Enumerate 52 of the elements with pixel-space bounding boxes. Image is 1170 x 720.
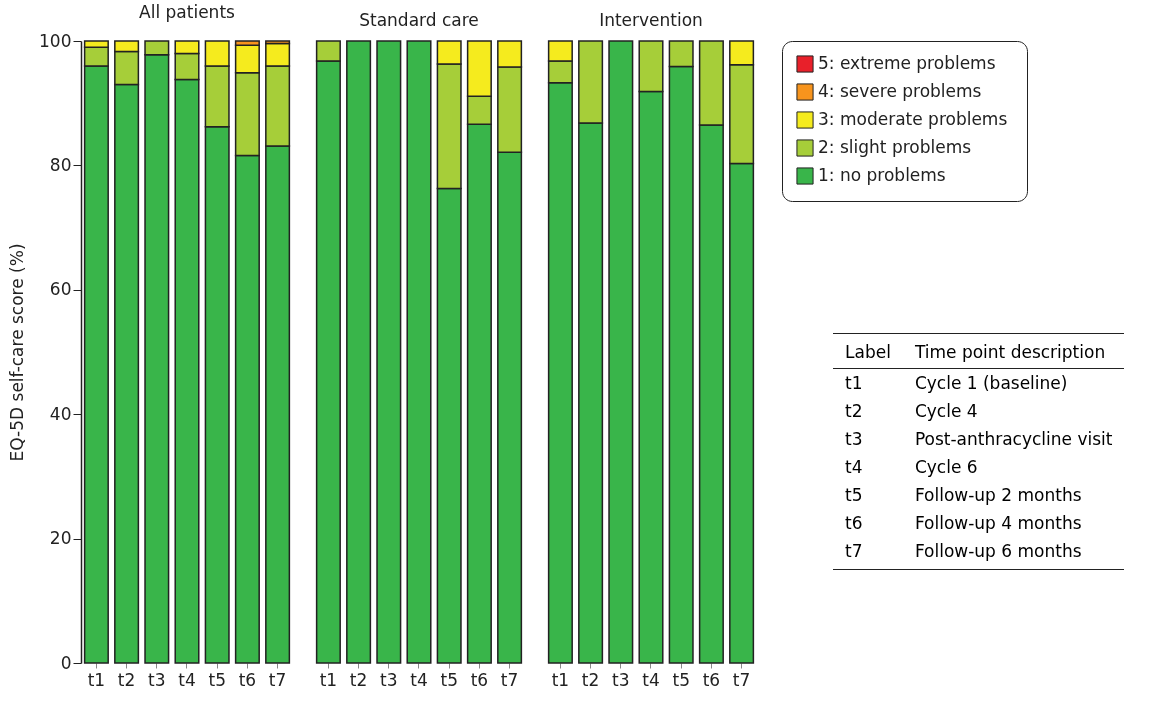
- x-tick-label: t3: [148, 669, 166, 690]
- y-tick-label: 40: [49, 403, 72, 424]
- x-tick-label: t2: [349, 669, 368, 690]
- y-tick-label: 80: [49, 154, 72, 175]
- text: t6: [844, 512, 864, 535]
- text: Follow-up 4 months: [913, 512, 1083, 535]
- x-tick-label: t1: [551, 669, 570, 690]
- x-tick-label: t4: [178, 669, 196, 690]
- chart-title: All patients: [139, 2, 236, 22]
- legend-label: 2: slight problems: [818, 137, 972, 157]
- x-tick-label: t7: [500, 669, 519, 690]
- legend-label: 5: extreme problems: [818, 53, 996, 73]
- x-tick-label: t3: [380, 669, 398, 690]
- x-tick-label: t7: [268, 669, 287, 690]
- text: Follow-up 6 months: [902, 537, 1125, 570]
- text: Post-anthracycline visit: [913, 428, 1114, 451]
- chart-title: Intervention: [599, 10, 703, 31]
- text: t1: [844, 372, 864, 395]
- x-tick-label: t4: [410, 669, 428, 690]
- x-tick-label: t5: [672, 669, 690, 690]
- x-tick-label: t4: [642, 669, 660, 690]
- text: Cycle 6: [913, 456, 979, 479]
- text: t5: [844, 484, 864, 507]
- text: Time point description: [902, 333, 1125, 369]
- legend-label: 1: no problems: [818, 165, 946, 185]
- y-tick-label: 0: [60, 652, 72, 673]
- x-tick-label: t1: [319, 669, 338, 690]
- y-axis-title: EQ-5D self-care score (%): [7, 243, 28, 462]
- legend-label: 4: severe problems: [818, 81, 982, 101]
- x-tick-label: t2: [581, 669, 600, 690]
- x-tick-label: t6: [702, 669, 721, 690]
- y-tick-label: 60: [49, 279, 72, 300]
- x-tick-label: t7: [732, 669, 751, 690]
- text: Follow-up 2 months: [913, 484, 1083, 507]
- x-tick-label: t5: [208, 669, 226, 690]
- text: t3: [844, 428, 864, 451]
- text: Cycle 4: [913, 400, 979, 423]
- y-tick-label: 20: [49, 528, 72, 549]
- text: t2: [844, 400, 864, 423]
- text: t7: [833, 537, 903, 570]
- x-tick-label: t5: [440, 669, 458, 690]
- x-tick-label: t3: [612, 669, 630, 690]
- text: Cycle 1 (baseline): [913, 372, 1069, 395]
- legend-label: 3: moderate problems: [818, 109, 1008, 129]
- text: t4: [844, 456, 864, 479]
- x-tick-label: t6: [470, 669, 489, 690]
- x-tick-label: t6: [238, 669, 257, 690]
- x-tick-label: t1: [87, 669, 106, 690]
- text: Label: [833, 333, 903, 369]
- y-tick-label: 100: [39, 30, 72, 51]
- x-tick-label: t2: [117, 669, 136, 690]
- chart-title: Standard care: [359, 10, 479, 31]
